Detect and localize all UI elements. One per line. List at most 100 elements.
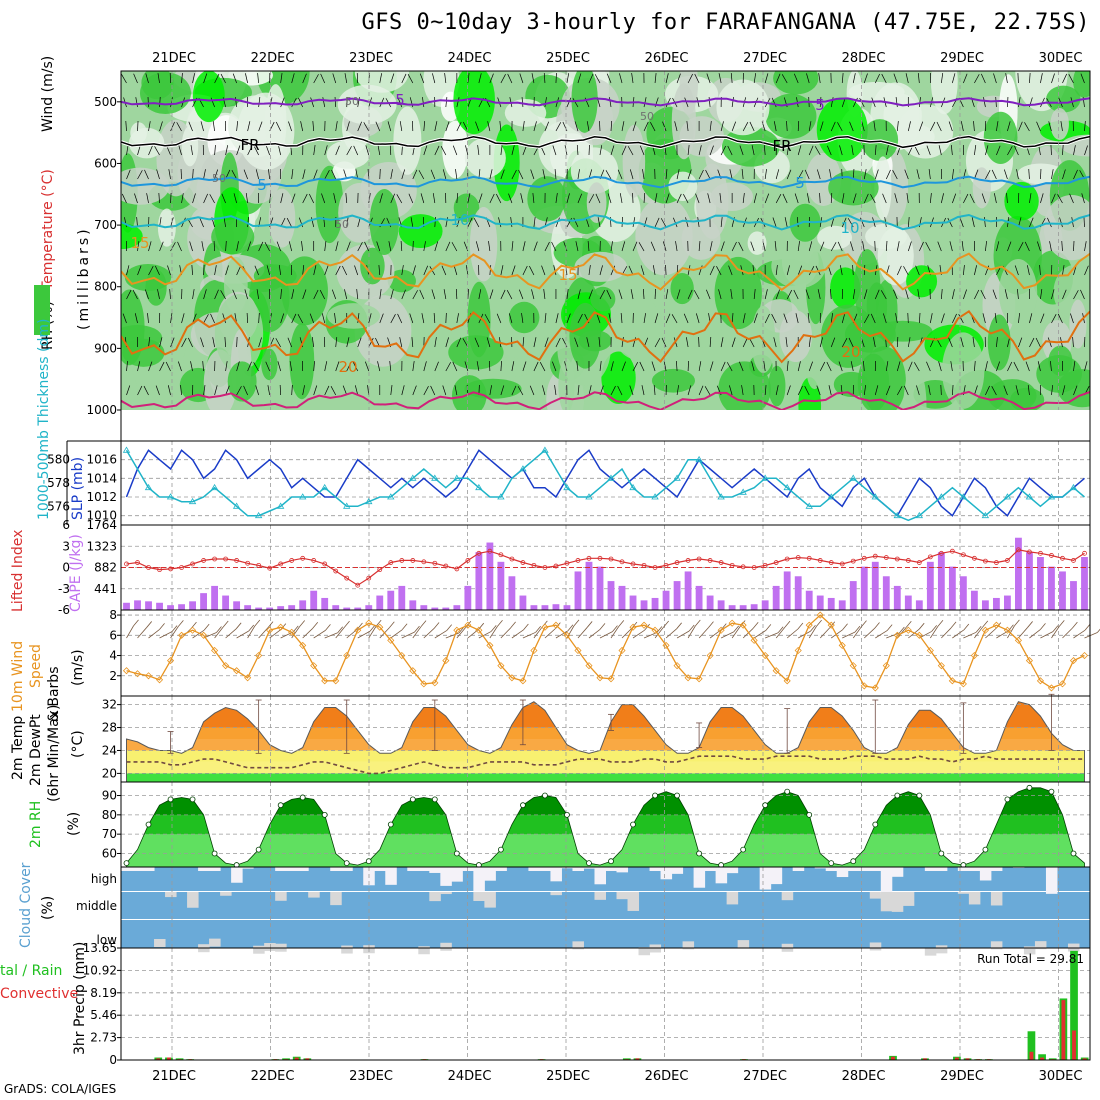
cape-bar	[266, 607, 274, 610]
thickness-marker	[563, 483, 571, 491]
wind-barb	[280, 313, 285, 324]
wind-barb	[430, 169, 436, 180]
slp-tick-label: 1012	[86, 490, 117, 504]
wind-barb	[368, 337, 374, 348]
li-ylabel: Lifted Index	[10, 530, 26, 612]
pressure-tick-label: 1000	[86, 403, 117, 417]
cloud-clear-mid	[473, 892, 485, 901]
precip-tick-label: 2.73	[90, 1031, 117, 1045]
wind-barb	[1057, 313, 1063, 324]
wind-barb-flag	[248, 624, 255, 632]
rh-patch	[227, 361, 257, 402]
wind-barb	[522, 361, 527, 372]
thickness-tick-label: 580	[47, 453, 70, 467]
wind-speed-marker	[122, 667, 131, 675]
wind-barb	[873, 337, 876, 348]
wind-barb	[144, 289, 149, 300]
wind-barb	[599, 265, 603, 276]
wind-barb	[819, 121, 824, 132]
wind-barb	[786, 385, 791, 396]
wind-barb	[192, 289, 195, 300]
wind-barb	[905, 289, 909, 300]
wind-barb	[518, 169, 524, 180]
cape-bar	[200, 593, 207, 610]
wind-barb	[1017, 289, 1019, 300]
wind-barb	[594, 74, 601, 84]
wind-barb	[232, 289, 237, 300]
pressure-tick-label: 700	[94, 218, 117, 232]
wind-barb	[266, 265, 270, 276]
thickness-marker	[915, 511, 924, 519]
wind-barb	[983, 217, 986, 228]
wind-barb	[302, 169, 306, 180]
li-marker	[630, 561, 636, 567]
wind-barb	[258, 241, 264, 252]
wind-barb	[473, 218, 480, 228]
wind-barb	[806, 193, 810, 204]
date-label-bottom: 23DEC	[349, 1069, 393, 1084]
wind-barb	[786, 361, 789, 372]
wind-barb	[555, 217, 560, 228]
wind-barb	[793, 73, 799, 84]
wind-barb	[302, 385, 305, 396]
wind-barb	[907, 337, 911, 348]
wind-speed-marker	[629, 623, 637, 631]
li-marker	[1027, 549, 1032, 555]
wind-barb-flag	[337, 626, 343, 634]
cloud-clear-mid	[902, 892, 915, 906]
wind-speed-marker	[541, 623, 549, 631]
wind-barb	[177, 361, 182, 372]
cape-bar	[805, 590, 813, 610]
wind-barb-10m	[941, 627, 952, 639]
wind-barb	[452, 361, 458, 372]
wind-barb	[324, 361, 328, 372]
cloud-clear-high	[770, 867, 783, 885]
wind-barb	[432, 193, 436, 204]
wind-barb-10m	[434, 630, 447, 639]
wind-barb	[507, 73, 513, 84]
wind-barb	[462, 338, 469, 348]
wind-barb-10m	[137, 627, 148, 639]
contour-label: 5	[815, 96, 825, 114]
wind-barb	[344, 73, 348, 84]
wind-barb	[147, 313, 149, 324]
wind-barb	[541, 265, 546, 276]
rh-patch	[816, 97, 868, 162]
cloud-clear-high	[473, 867, 485, 892]
wind-barb	[301, 241, 304, 252]
rh-patch	[668, 171, 698, 201]
thickness-tick-label: 576	[47, 499, 70, 513]
wind-barb	[793, 289, 799, 300]
li-marker	[355, 582, 361, 588]
li-marker	[399, 558, 405, 563]
wind-barb	[357, 337, 362, 348]
wind-barb	[577, 169, 580, 180]
wind-barb	[209, 194, 215, 204]
wind-barb-10m	[456, 627, 467, 639]
thickness-marker	[232, 502, 241, 509]
wind-barb	[674, 121, 678, 132]
thickness-line	[125, 449, 1085, 522]
rh-patch	[1046, 85, 1081, 113]
wind-barb	[354, 265, 359, 276]
wind-barb	[364, 241, 370, 252]
wind-barb	[874, 289, 880, 300]
li-tick-label: 0	[62, 561, 70, 575]
wind-barb	[698, 336, 700, 348]
wind-barb	[619, 73, 623, 84]
wind-barb	[1062, 144, 1064, 156]
wind-barb	[794, 193, 799, 204]
cloud-clear-mid	[275, 892, 287, 901]
wind-barb	[881, 73, 887, 84]
wind-barb-10m	[511, 629, 524, 639]
thickness-marker	[607, 474, 615, 481]
wind-barb-flag	[816, 619, 822, 627]
wind-barb	[808, 361, 813, 372]
wind-speed-marker	[662, 641, 670, 649]
wind-barb	[397, 97, 403, 108]
cloud-clear-mid	[968, 892, 981, 905]
li-marker	[608, 556, 614, 562]
wind-barb	[741, 169, 744, 180]
wind-barb	[324, 265, 329, 276]
wind-speed-marker	[398, 651, 406, 660]
